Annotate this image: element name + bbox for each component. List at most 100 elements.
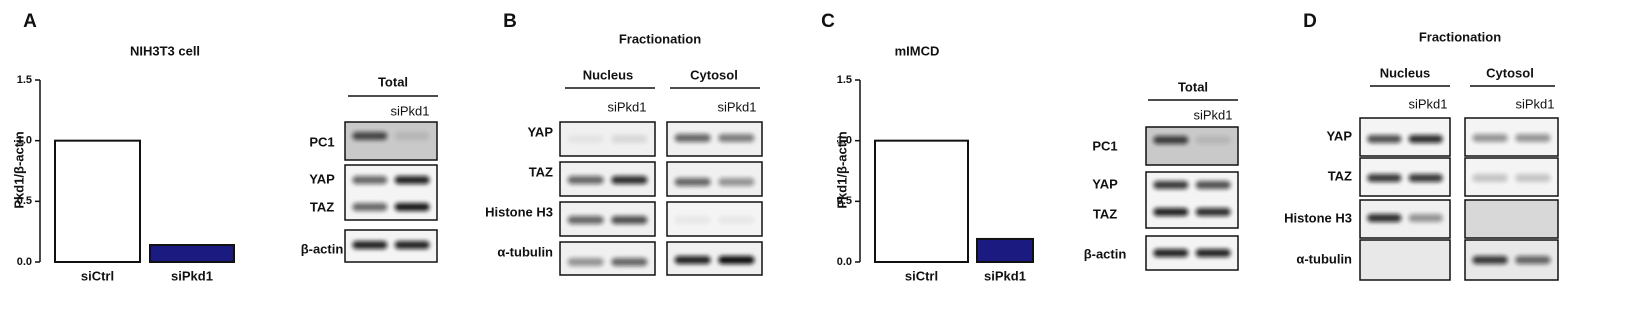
- blot-band: [567, 216, 604, 224]
- y-axis-label: Pkd1/β-actin: [834, 131, 849, 208]
- blot-band: [611, 176, 648, 184]
- chart-title: mIMCD: [895, 43, 940, 58]
- blot-band: [1195, 181, 1231, 189]
- row-label: β-actin: [1084, 246, 1127, 261]
- x-tick-label: siCtrl: [81, 268, 114, 283]
- lane-label: siPkd1: [607, 99, 646, 114]
- blot-box: [344, 121, 438, 161]
- blot-band: [352, 176, 388, 184]
- row-label: YAP: [527, 124, 553, 139]
- row-label: α-tubulin: [1296, 251, 1352, 266]
- blot-band: [1472, 134, 1508, 142]
- blot-band: [1153, 249, 1189, 257]
- row-label: TAZ: [529, 164, 553, 179]
- blot-band: [674, 256, 711, 264]
- row-label: Histone H3: [1284, 210, 1352, 225]
- blot-band: [394, 132, 430, 140]
- blot-band: [1367, 174, 1402, 182]
- blot-band: [1195, 249, 1231, 257]
- panel-label: C: [821, 11, 835, 32]
- row-label: β-actin: [301, 241, 344, 256]
- x-tick-label: siCtrl: [905, 268, 938, 283]
- blot-box: [1359, 239, 1451, 281]
- y-tick-label: 0.5: [17, 195, 32, 207]
- row-label: PC1: [309, 134, 334, 149]
- blot-band: [567, 135, 604, 143]
- blot-band: [1153, 181, 1189, 189]
- blot-band: [394, 203, 430, 211]
- blot-box: [344, 164, 438, 221]
- chart-title: NIH3T3 cell: [130, 43, 200, 58]
- group-label: Cytosol: [1486, 65, 1534, 80]
- row-label: YAP: [1092, 176, 1118, 191]
- blot-box: [1145, 171, 1239, 229]
- blot-band: [394, 241, 430, 249]
- row-label: Histone H3: [485, 204, 553, 219]
- blot-band: [567, 258, 604, 266]
- blot-band: [394, 176, 430, 184]
- blot-band: [674, 178, 711, 186]
- bar: [976, 237, 1034, 264]
- blot-band: [1515, 134, 1551, 142]
- blot-box: [1464, 199, 1559, 239]
- y-tick-label: 0.5: [837, 195, 852, 207]
- group-label: Cytosol: [690, 67, 738, 82]
- blot-band: [674, 216, 711, 224]
- y-tick-label: 0.0: [837, 256, 852, 268]
- blot-band: [1153, 208, 1189, 216]
- row-label: PC1: [1092, 138, 1117, 153]
- bar: [54, 139, 141, 264]
- blot-header: Total: [1178, 79, 1208, 94]
- blot-band: [1367, 214, 1402, 222]
- blot-band: [1515, 174, 1551, 182]
- blot-band: [1472, 256, 1508, 264]
- blot-band: [718, 178, 755, 186]
- blot-title: Fractionation: [1419, 29, 1501, 44]
- lane-label: siPkd1: [1193, 107, 1232, 122]
- blot-band: [1195, 208, 1231, 216]
- blot-band: [674, 134, 711, 142]
- lane-label: siPkd1: [1515, 96, 1554, 111]
- blot-band: [1195, 136, 1231, 144]
- blot-band: [1472, 174, 1508, 182]
- blot-band: [1515, 256, 1551, 264]
- row-label: YAP: [1326, 128, 1352, 143]
- annotations: Total siPkd1 PC1 YAP TAZ β-actin B Fract…: [301, 11, 1555, 266]
- blot-band: [611, 258, 648, 266]
- y-tick-label: 1.0: [837, 135, 852, 147]
- bar: [874, 139, 969, 264]
- group-label: Nucleus: [583, 67, 634, 82]
- blot-band: [1408, 214, 1443, 222]
- x-tick-label: siPkd1: [171, 268, 213, 283]
- blot-band: [1408, 174, 1443, 182]
- panel-label: D: [1303, 11, 1317, 32]
- blot-header: Total: [378, 74, 408, 89]
- blot-band: [567, 176, 604, 184]
- blot-band: [718, 256, 755, 264]
- blot-band: [352, 241, 388, 249]
- row-label: TAZ: [1328, 168, 1352, 183]
- blot-box: [1145, 126, 1239, 166]
- blot-band: [1408, 135, 1443, 143]
- y-tick-label: 0.0: [17, 256, 32, 268]
- blot-band: [718, 134, 755, 142]
- blot-band: [1153, 136, 1189, 144]
- blot-band: [1367, 135, 1402, 143]
- blot-band: [718, 216, 755, 224]
- row-label: TAZ: [310, 199, 334, 214]
- row-label: TAZ: [1093, 206, 1117, 221]
- blot-band: [352, 203, 388, 211]
- row-label: YAP: [309, 171, 335, 186]
- blot-band: [611, 135, 648, 143]
- y-axis-label: Pkd1/β-actin: [11, 131, 26, 208]
- lane-label: siPkd1: [1408, 96, 1447, 111]
- lane-label: siPkd1: [390, 103, 429, 118]
- bar: [149, 244, 235, 264]
- panel-label: B: [503, 11, 517, 32]
- group-label: Nucleus: [1380, 65, 1431, 80]
- blot-band: [352, 132, 388, 140]
- lane-label: siPkd1: [717, 99, 756, 114]
- row-label: α-tubulin: [497, 244, 553, 259]
- y-tick-label: 1.5: [17, 74, 32, 86]
